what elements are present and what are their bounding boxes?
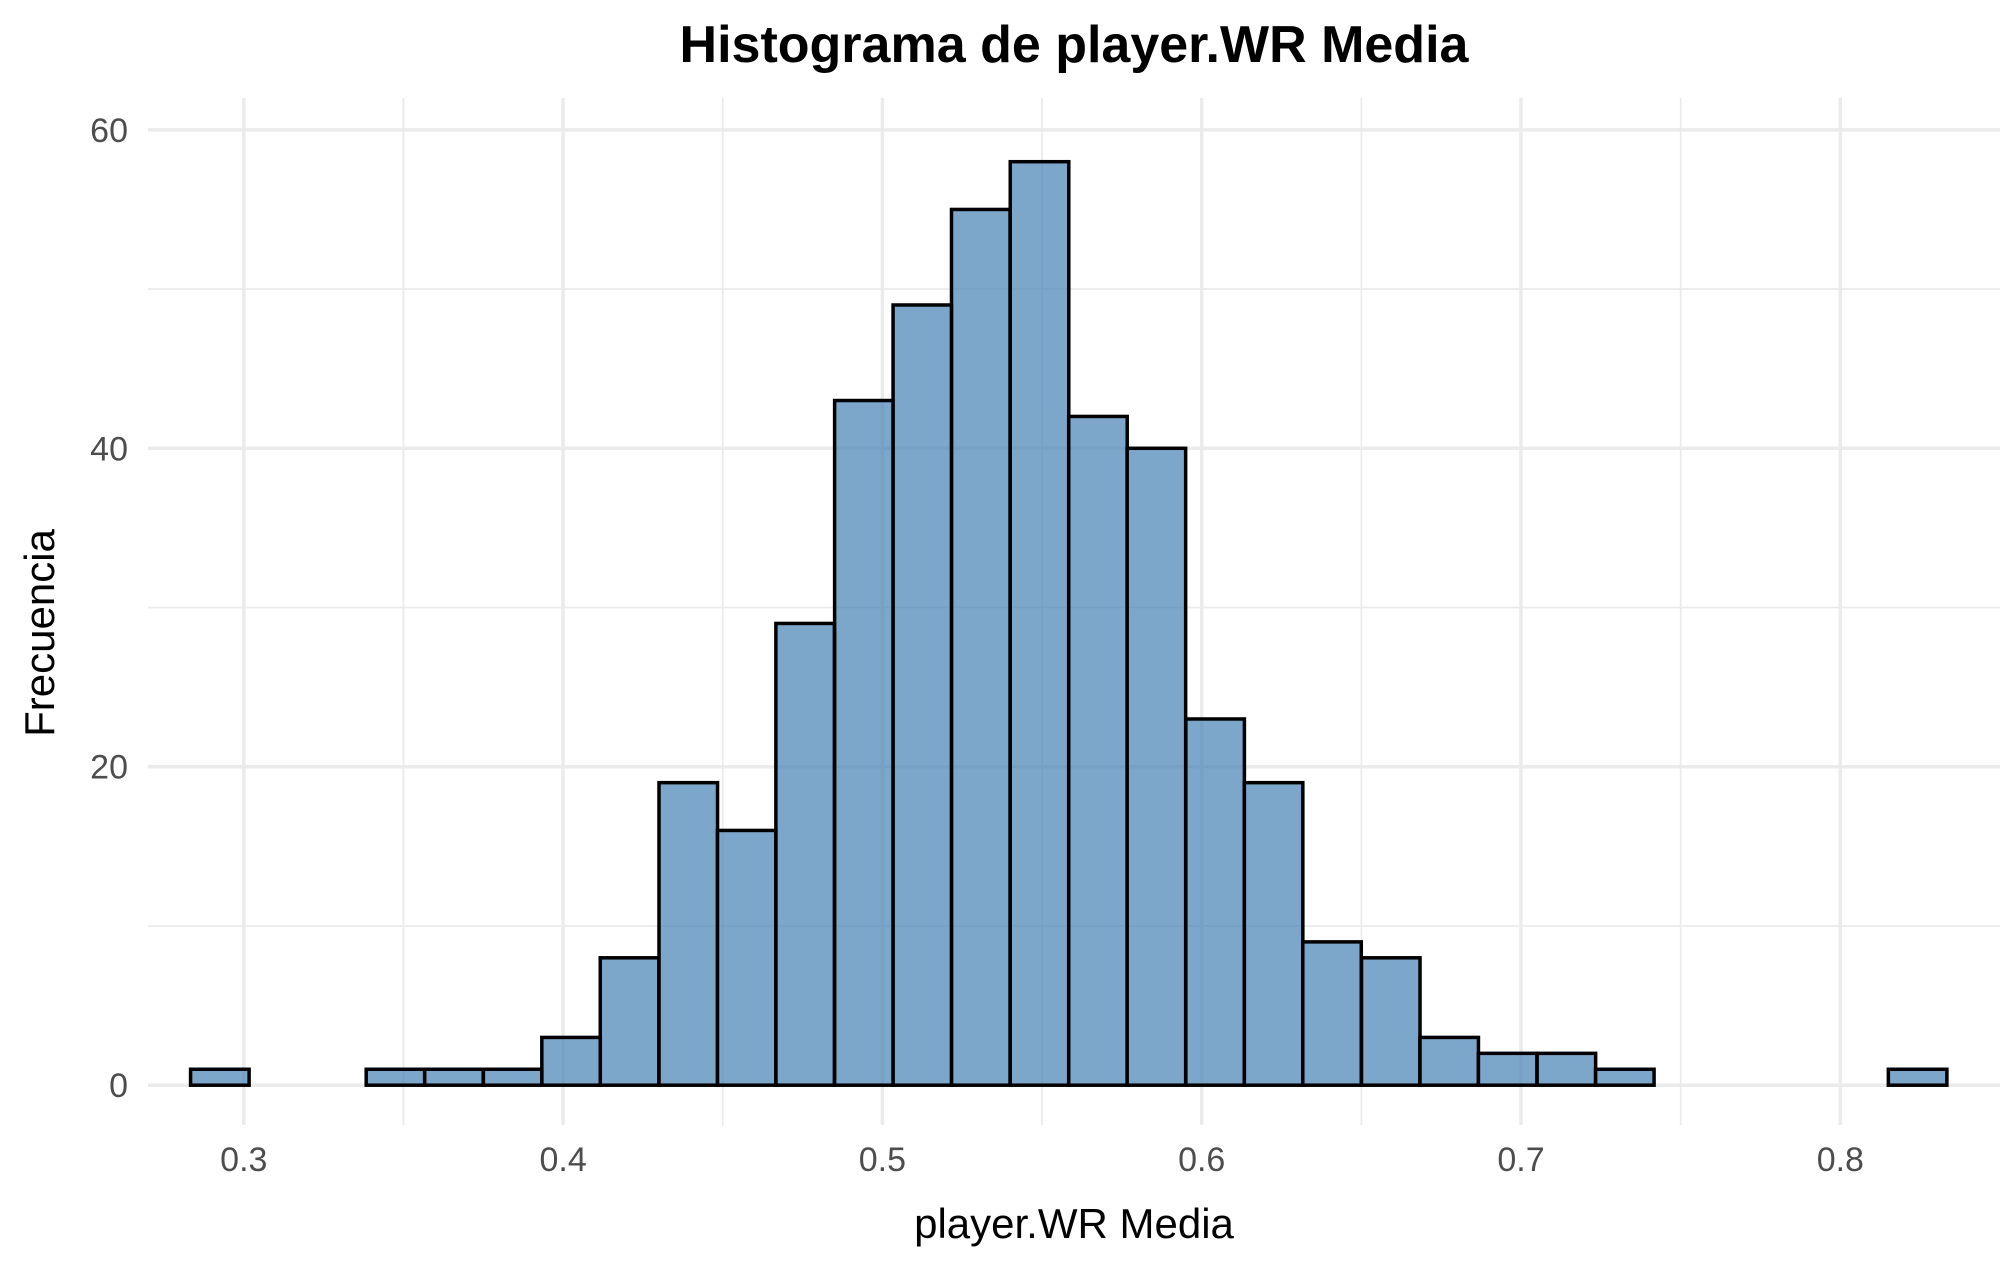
x-tick-label: 0.3 [220, 1141, 267, 1179]
chart-title: Histograma de player.WR Media [680, 16, 1470, 74]
histogram-bar [1125, 446, 1188, 1087]
histogram-bar [1418, 1035, 1481, 1087]
histogram-bar [1886, 1067, 1949, 1087]
histogram-bar [422, 1067, 485, 1087]
histogram-bar [188, 1067, 251, 1087]
x-axis-title: player.WR Media [914, 1200, 1234, 1247]
histogram-bar [481, 1067, 544, 1087]
y-tick-label: 20 [90, 749, 128, 787]
histogram-bar [1300, 940, 1364, 1087]
histogram-bar [1008, 159, 1071, 1087]
y-axis-ticks: 0 20 40 60 [90, 112, 128, 1105]
histogram-bar [540, 1035, 603, 1087]
x-tick-label: 0.7 [1497, 1141, 1544, 1179]
x-axis-ticks: 0.3 0.4 0.5 0.6 0.7 0.8 [220, 1141, 1864, 1179]
histogram-bar [774, 621, 837, 1087]
x-tick-label: 0.4 [539, 1141, 586, 1179]
histogram-bar [657, 780, 720, 1087]
histogram-bar [1242, 780, 1305, 1087]
histogram-bar [1593, 1067, 1656, 1087]
x-tick-label: 0.6 [1178, 1141, 1225, 1179]
histogram-bar [1476, 1051, 1539, 1087]
y-axis-title: Frecuencia [16, 528, 63, 736]
x-tick-label: 0.8 [1817, 1141, 1864, 1179]
histogram-bars [188, 159, 1949, 1087]
histogram-bar [949, 207, 1012, 1087]
y-tick-label: 0 [109, 1067, 128, 1105]
histogram-bar [598, 956, 661, 1087]
histogram-bar [1066, 414, 1129, 1087]
histogram-bar [891, 303, 954, 1087]
y-tick-label: 40 [90, 430, 128, 468]
y-tick-label: 60 [90, 112, 128, 150]
x-tick-label: 0.5 [859, 1141, 906, 1179]
histogram-bar [1359, 956, 1422, 1087]
histogram-bar [715, 828, 778, 1087]
histogram-bar [832, 398, 895, 1087]
histogram-bar [1535, 1051, 1598, 1087]
histogram-bar [364, 1067, 427, 1087]
histogram-bar [1184, 717, 1247, 1087]
